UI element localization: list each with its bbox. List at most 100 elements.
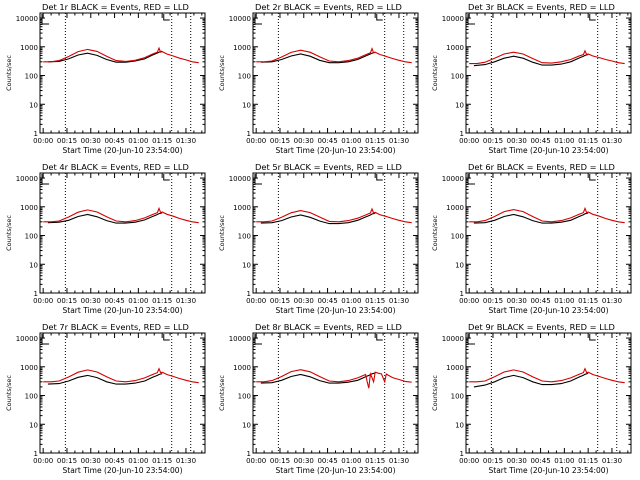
x-tick-label: 00:00 [246,297,266,305]
x-tick-label: 01:30 [389,297,409,305]
x-tick-label: 00:15 [57,457,77,465]
y-tick-label: 10 [455,261,464,269]
x-tick-label: 01:00 [554,297,574,305]
chart-title: Det 9r BLACK = Events, RED = LLD [468,322,615,332]
y-tick-label: 10000 [229,175,251,183]
y-tick-label: 1000 [20,44,38,52]
corner-marker [41,14,49,25]
x-tick-label: 00:00 [459,137,479,145]
y-tick-label: 10 [242,101,251,109]
x-tick-label: 01:30 [389,137,409,145]
x-tick-label: 01:00 [554,137,574,145]
x-tick-label: 00:45 [317,457,337,465]
y-tick-label: 10000 [16,15,38,23]
x-tick-label: 01:00 [554,457,574,465]
lld-series-line [43,367,199,384]
x-tick-label: 00:15 [483,137,503,145]
y-tick-label: 100 [451,73,464,81]
x-tick-label: 00:15 [57,137,77,145]
x-axis-label: Start Time (20-Jun-10 23:54:00) [489,306,609,315]
corner-marker [589,174,596,181]
events-series-line [260,51,376,64]
lld-series-line [469,367,625,384]
plot-frame [465,172,632,294]
lld-series-line [256,369,412,389]
x-tick-label: 00:00 [246,457,266,465]
y-tick-label: 1 [247,290,251,298]
x-tick-label: 00:15 [57,297,77,305]
events-series-line [47,373,163,385]
x-tick-label: 01:00 [341,297,361,305]
lld-series-line [43,206,199,224]
x-tick-label: 00:45 [317,137,337,145]
y-tick-label: 100 [25,393,38,401]
x-tick-label: 00:30 [294,137,314,145]
lld-series-line [256,47,412,64]
x-tick-label: 00:00 [33,457,53,465]
y-axis-label: Counts/sec [5,375,13,411]
y-tick-label: 1 [460,450,464,458]
corner-marker [41,334,49,345]
y-tick-label: 10 [455,101,464,109]
x-tick-label: 00:00 [246,137,266,145]
chart-panel: Det 4r BLACK = Events, RED = LLD 1 10 100 10… [5,162,206,315]
x-tick-label: 01:15 [578,297,598,305]
y-axis-label: Counts/sec [431,375,439,411]
chart-title: Det 4r BLACK = Events, RED = LLD [42,162,189,172]
x-tick-label: 00:15 [270,297,290,305]
x-tick-label: 00:15 [270,457,290,465]
corner-marker [467,334,475,345]
x-tick-label: 00:45 [530,137,550,145]
corner-marker [467,14,475,25]
x-tick-label: 00:45 [317,297,337,305]
x-tick-label: 00:00 [33,297,53,305]
y-tick-label: 1000 [20,364,38,372]
corner-marker [163,334,170,341]
y-axis-label: Counts/sec [218,215,226,251]
events-series-line [47,212,163,224]
events-series-line [473,53,589,67]
corner-marker [41,174,49,185]
x-tick-label: 01:15 [578,457,598,465]
y-tick-label: 1000 [233,364,251,372]
y-tick-label: 10 [29,101,38,109]
lld-series-line [43,46,199,64]
y-tick-label: 10000 [229,15,251,23]
x-tick-label: 01:30 [176,457,196,465]
x-tick-label: 01:00 [341,137,361,145]
y-tick-label: 100 [451,233,464,241]
corner-marker [589,334,596,341]
corner-marker [376,14,383,21]
y-tick-label: 10000 [229,335,251,343]
y-tick-label: 1 [34,130,38,138]
y-axis-label: Counts/sec [5,55,13,91]
x-tick-label: 00:45 [104,457,124,465]
chart-panel: Det 9r BLACK = Events, RED = LLD 1 10 100 10… [431,322,632,475]
y-tick-label: 10 [242,421,251,429]
y-tick-label: 10000 [16,175,38,183]
events-series-line [473,212,589,224]
x-tick-label: 01:30 [176,137,196,145]
plot-frame [252,332,419,454]
corner-marker [376,174,383,181]
x-axis-label: Start Time (20-Jun-10 23:54:00) [63,146,183,155]
y-tick-label: 1000 [233,204,251,212]
y-axis-label: Counts/sec [431,55,439,91]
y-tick-label: 1000 [233,44,251,52]
chart-title: Det 8r BLACK = Events, RED = LLD [255,322,402,332]
x-axis-label: Start Time (20-Jun-10 23:54:00) [63,466,183,475]
x-tick-label: 00:30 [507,297,527,305]
y-tick-label: 1 [34,290,38,298]
chart-panel: Det 1r BLACK = Events, RED = LLD 1 10 100 10… [5,2,206,155]
chart-title: Det 1r BLACK = Events, RED = LLD [42,2,189,12]
x-tick-label: 01:15 [578,137,598,145]
corner-marker [163,14,170,21]
y-tick-label: 10 [29,261,38,269]
corner-marker [467,174,475,185]
events-series-line [47,50,163,63]
chart-title: Det 6r BLACK = Events, RED = LLD [468,162,615,172]
y-tick-label: 1000 [20,204,38,212]
plot-frame [465,332,632,454]
chart-panel: Det 8r BLACK = Events, RED = LLD 1 10 100 10… [218,322,419,475]
